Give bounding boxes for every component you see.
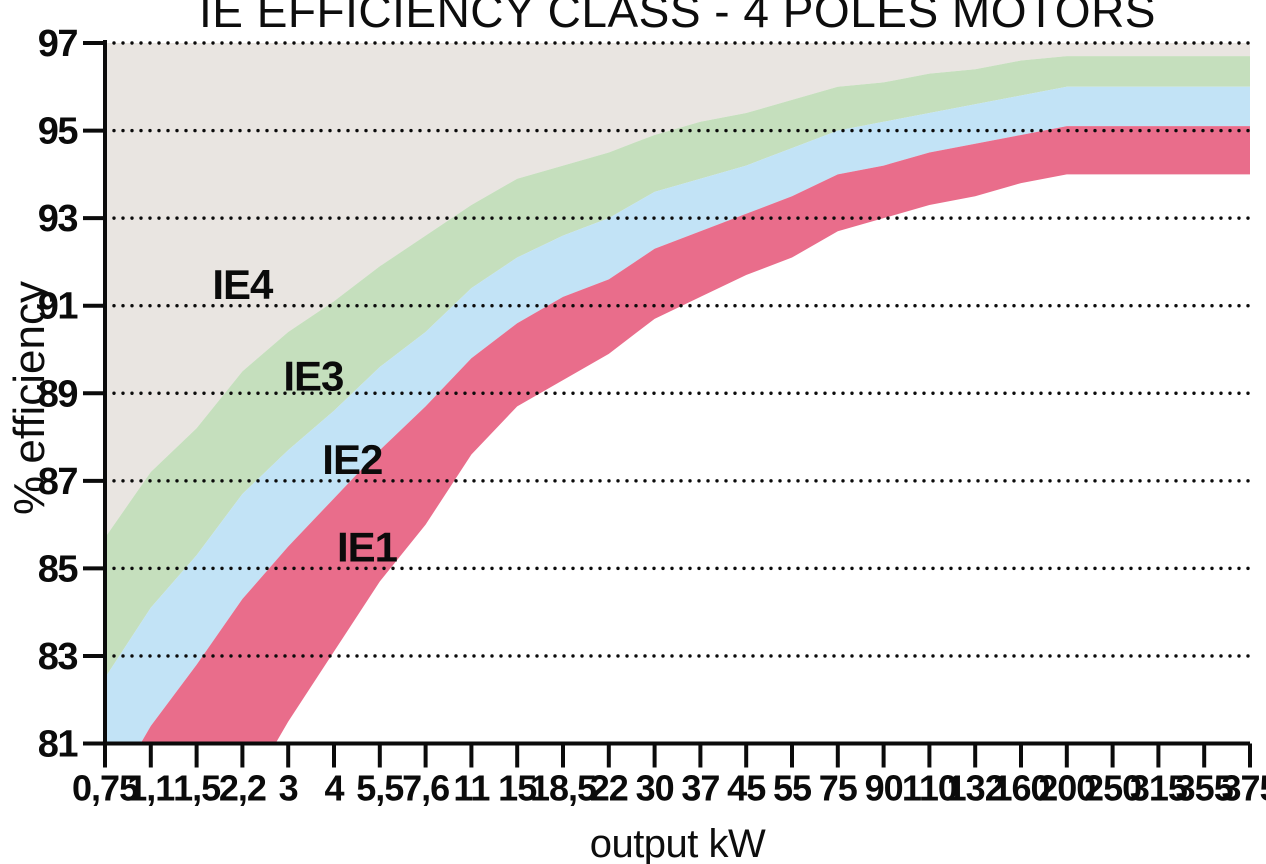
y-tick-label-91: 91	[38, 286, 79, 328]
x-tick-label: 110	[902, 768, 957, 809]
band-label-ie3: IE3	[283, 353, 343, 400]
x-tick-label: 132	[947, 768, 1004, 809]
chart-title: IE EFFICIENCY CLASS - 4 POLES MOTORS	[199, 0, 1156, 37]
x-tick-label: 11	[453, 768, 490, 809]
y-tick-label-97: 97	[38, 23, 78, 65]
y-tick-label-85: 85	[38, 548, 79, 590]
x-tick-label: 355	[1176, 768, 1234, 809]
x-tick-label: 30	[636, 768, 674, 809]
x-tick-label: 3	[279, 768, 298, 809]
y-tick-label-93: 93	[38, 198, 78, 240]
x-tick-label: 18,5	[530, 768, 597, 809]
x-axis-title: output kW	[589, 822, 766, 864]
x-tick-label: 45	[727, 768, 766, 809]
x-tick-label: 315	[1130, 768, 1188, 809]
band-ie3	[105, 56, 1250, 678]
band-label-ie4: IE4	[212, 261, 274, 308]
x-tick-label: 250	[1084, 768, 1141, 809]
x-tick-label: 0,75	[72, 768, 139, 809]
x-tick-label: 4	[324, 768, 344, 809]
y-tick-label-95: 95	[38, 111, 79, 153]
band-label-ie1: IE1	[337, 523, 398, 570]
y-tick-label-83: 83	[38, 636, 78, 678]
y-tick-label-81: 81	[38, 724, 79, 766]
x-tick-label: 22	[590, 768, 628, 809]
x-tick-label: 1,5	[173, 768, 221, 809]
y-axis-title: % efficiency	[5, 281, 54, 515]
band-layer	[105, 43, 1250, 744]
x-tick-label: 15	[498, 768, 537, 809]
x-tick-label: 90	[865, 768, 903, 809]
x-tick-label: 160	[992, 768, 1049, 809]
band-ie1	[140, 126, 1250, 744]
y-tick-label-89: 89	[38, 373, 78, 415]
x-tick-label: 37	[681, 768, 719, 809]
x-tick-label: 5,5	[356, 768, 404, 809]
x-tick-label: 375	[1221, 768, 1266, 809]
band-label-ie2: IE2	[322, 436, 382, 483]
x-tick-label: 7,6	[402, 768, 449, 809]
x-tick-label: 200	[1038, 768, 1095, 809]
x-tick-label: 1,1	[127, 768, 175, 809]
band-ie4	[105, 43, 1250, 538]
x-tick-label: 55	[773, 768, 812, 809]
y-tick-label-87: 87	[38, 461, 78, 503]
x-tick-label: 2,2	[219, 768, 266, 809]
band-ie2	[105, 86, 1250, 744]
x-tick-label: 75	[819, 768, 858, 809]
